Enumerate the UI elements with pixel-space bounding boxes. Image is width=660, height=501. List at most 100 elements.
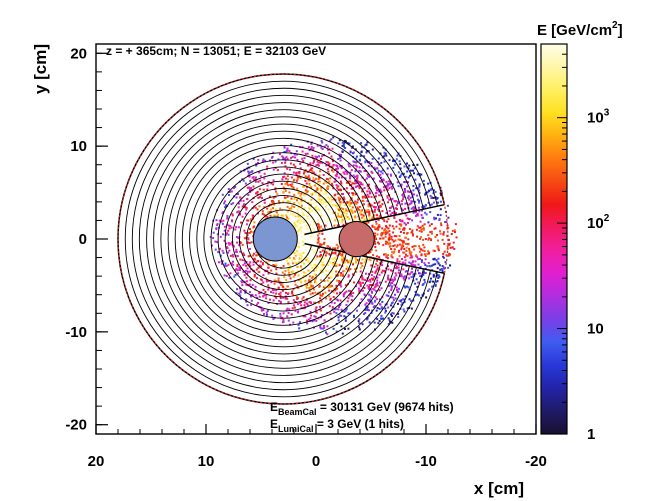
energy-hit: [445, 261, 447, 263]
colorbar-tick-label: 102: [587, 213, 610, 232]
energy-hit: [376, 269, 378, 271]
beam-pipe-incoming: [253, 217, 297, 261]
energy-hit: [397, 291, 399, 293]
energy-hit: [315, 258, 317, 260]
energy-hit: [404, 237, 406, 239]
energy-hit: [396, 204, 398, 206]
energy-hit: [415, 260, 417, 262]
energy-hit: [320, 309, 322, 311]
energy-hit: [386, 255, 388, 257]
energy-hit: [296, 296, 298, 298]
energy-hit: [401, 275, 403, 277]
energy-hit: [275, 289, 277, 291]
energy-hit: [394, 284, 396, 286]
energy-hit: [384, 161, 386, 163]
energy-hit: [344, 328, 346, 330]
energy-hit: [340, 189, 342, 191]
energy-hit: [433, 258, 435, 260]
energy-hit: [287, 175, 289, 177]
energy-hit: [259, 188, 261, 190]
energy-hit: [419, 251, 421, 253]
energy-hit: [375, 270, 377, 272]
energy-hit: [317, 216, 319, 218]
energy-hit: [306, 213, 308, 215]
energy-hit: [304, 301, 306, 303]
energy-hit: [440, 233, 442, 235]
energy-hit: [278, 200, 280, 202]
energy-hit: [402, 244, 404, 246]
energy-hit: [315, 206, 317, 208]
energy-hit: [290, 277, 292, 279]
energy-hit: [298, 246, 300, 248]
energy-hit: [294, 307, 296, 309]
energy-hit: [338, 209, 340, 211]
energy-hit: [339, 264, 341, 266]
energy-hit: [298, 229, 300, 231]
energy-hit: [413, 249, 415, 251]
energy-hit: [354, 183, 356, 185]
energy-hit: [282, 272, 284, 274]
energy-hit: [326, 258, 328, 260]
energy-hit: [336, 299, 338, 301]
energy-hit: [236, 288, 238, 290]
energy-hit: [391, 254, 393, 256]
energy-hit: [264, 202, 266, 204]
energy-hit: [297, 172, 299, 174]
energy-hit: [252, 177, 254, 179]
energy-hit: [266, 314, 268, 316]
energy-hit: [342, 142, 344, 144]
energy-hit: [431, 204, 433, 206]
energy-hit: [387, 277, 389, 279]
energy-hit: [261, 310, 263, 312]
energy-hit: [287, 206, 289, 208]
energy-hit: [380, 304, 382, 306]
energy-hit: [395, 221, 397, 223]
energy-hit: [235, 226, 237, 228]
energy-hit: [313, 222, 315, 224]
energy-hit: [232, 202, 234, 204]
energy-hit: [412, 170, 414, 172]
colorbar-tick-label: 1: [587, 426, 595, 443]
energy-hit: [388, 230, 390, 232]
energy-hit: [333, 225, 335, 227]
energy-hit: [361, 298, 363, 300]
energy-hit: [238, 206, 240, 208]
energy-hit: [318, 241, 320, 243]
energy-hit: [418, 227, 420, 229]
energy-hit: [261, 197, 263, 199]
energy-hit: [293, 180, 295, 182]
energy-hit: [340, 300, 342, 302]
energy-hit: [424, 264, 426, 266]
energy-hit: [315, 306, 317, 308]
energy-hit: [315, 308, 317, 310]
energy-hit: [216, 219, 218, 221]
energy-hit: [376, 298, 378, 300]
energy-hit: [425, 255, 427, 257]
energy-hit: [366, 178, 368, 180]
energy-hit: [345, 208, 347, 210]
energy-hit: [266, 216, 268, 218]
chart-title: z = + 365cm; N = 13051; E = 32103 GeV: [106, 44, 326, 58]
energy-hit: [288, 320, 290, 322]
energy-hit: [321, 264, 323, 266]
energy-hit: [364, 161, 366, 163]
energy-hit: [364, 170, 366, 172]
energy-hit: [376, 282, 378, 284]
energy-hit: [403, 227, 405, 229]
energy-hit: [372, 158, 374, 160]
lumical-energy-value: = 3 GeV (1 hits): [314, 417, 404, 431]
energy-hit: [336, 263, 338, 265]
energy-hit: [437, 267, 439, 269]
energy-hit: [310, 264, 312, 266]
energy-hit: [310, 168, 312, 170]
energy-hit: [293, 257, 295, 259]
energy-hit: [273, 299, 275, 301]
energy-hit: [409, 175, 411, 177]
energy-hit: [239, 269, 241, 271]
energy-hit: [435, 191, 437, 193]
energy-hit: [385, 281, 387, 283]
energy-hit: [410, 202, 412, 204]
energy-hit: [334, 247, 336, 249]
energy-hit: [443, 266, 445, 268]
energy-hit: [306, 287, 308, 289]
